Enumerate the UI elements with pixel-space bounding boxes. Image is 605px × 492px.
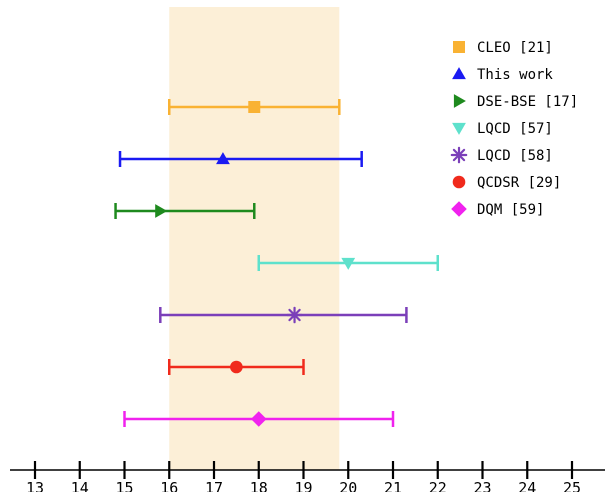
legend-square-icon <box>453 41 465 53</box>
x-tick-label: 15 <box>115 479 133 492</box>
legend-entry-2: This work <box>452 67 553 83</box>
x-tick-label: 22 <box>429 479 447 492</box>
highlight-band <box>169 7 339 470</box>
x-tick-label: 25 <box>563 479 581 492</box>
legend-circle-icon <box>453 176 466 189</box>
x-tick-label: 19 <box>294 479 312 492</box>
legend-label: QCDSR [29] <box>477 175 561 191</box>
legend-entry-5: LQCD [58] <box>452 148 553 164</box>
legend-entry-4: LQCD [57] <box>452 121 553 137</box>
highlight-band-layer <box>169 7 339 470</box>
x-tick-label: 20 <box>339 479 357 492</box>
legend-diamond-icon <box>451 201 467 217</box>
legend-label: DQM [59] <box>477 202 544 218</box>
x-tick-label: 24 <box>518 479 536 492</box>
legend-entry-3: DSE-BSE [17] <box>454 94 578 110</box>
legend-label: This work <box>477 67 553 83</box>
legend-entry-1: CLEO [21] <box>453 40 553 56</box>
legend-label: LQCD [58] <box>477 148 553 164</box>
legend-label: CLEO [21] <box>477 40 553 56</box>
legend-label: DSE-BSE [17] <box>477 94 578 110</box>
x-tick-label: 21 <box>384 479 402 492</box>
x-tick-label: 16 <box>160 479 178 492</box>
triangle-right-marker <box>155 204 167 218</box>
legend: CLEO [21] This work DSE-BSE [17] LQCD [57] L… <box>451 40 578 218</box>
asterisk-marker <box>287 308 301 322</box>
legend-label: LQCD [57] <box>477 121 553 137</box>
legend-entry-6: QCDSR [29] <box>453 175 562 191</box>
x-tick-label: 23 <box>473 479 491 492</box>
square-marker <box>248 101 260 113</box>
legend-triangle-up-icon <box>452 67 466 79</box>
data-point-7 <box>125 411 394 427</box>
x-tick-label: 14 <box>71 479 89 492</box>
x-tick-label: 18 <box>250 479 268 492</box>
circle-marker <box>230 361 243 374</box>
legend-entry-7: DQM [59] <box>451 201 544 218</box>
legend-triangle-right-icon <box>454 94 466 108</box>
legend-asterisk-icon <box>452 148 466 162</box>
x-tick-label: 13 <box>26 479 44 492</box>
x-tick-label: 17 <box>205 479 223 492</box>
legend-triangle-down-icon <box>452 123 466 135</box>
